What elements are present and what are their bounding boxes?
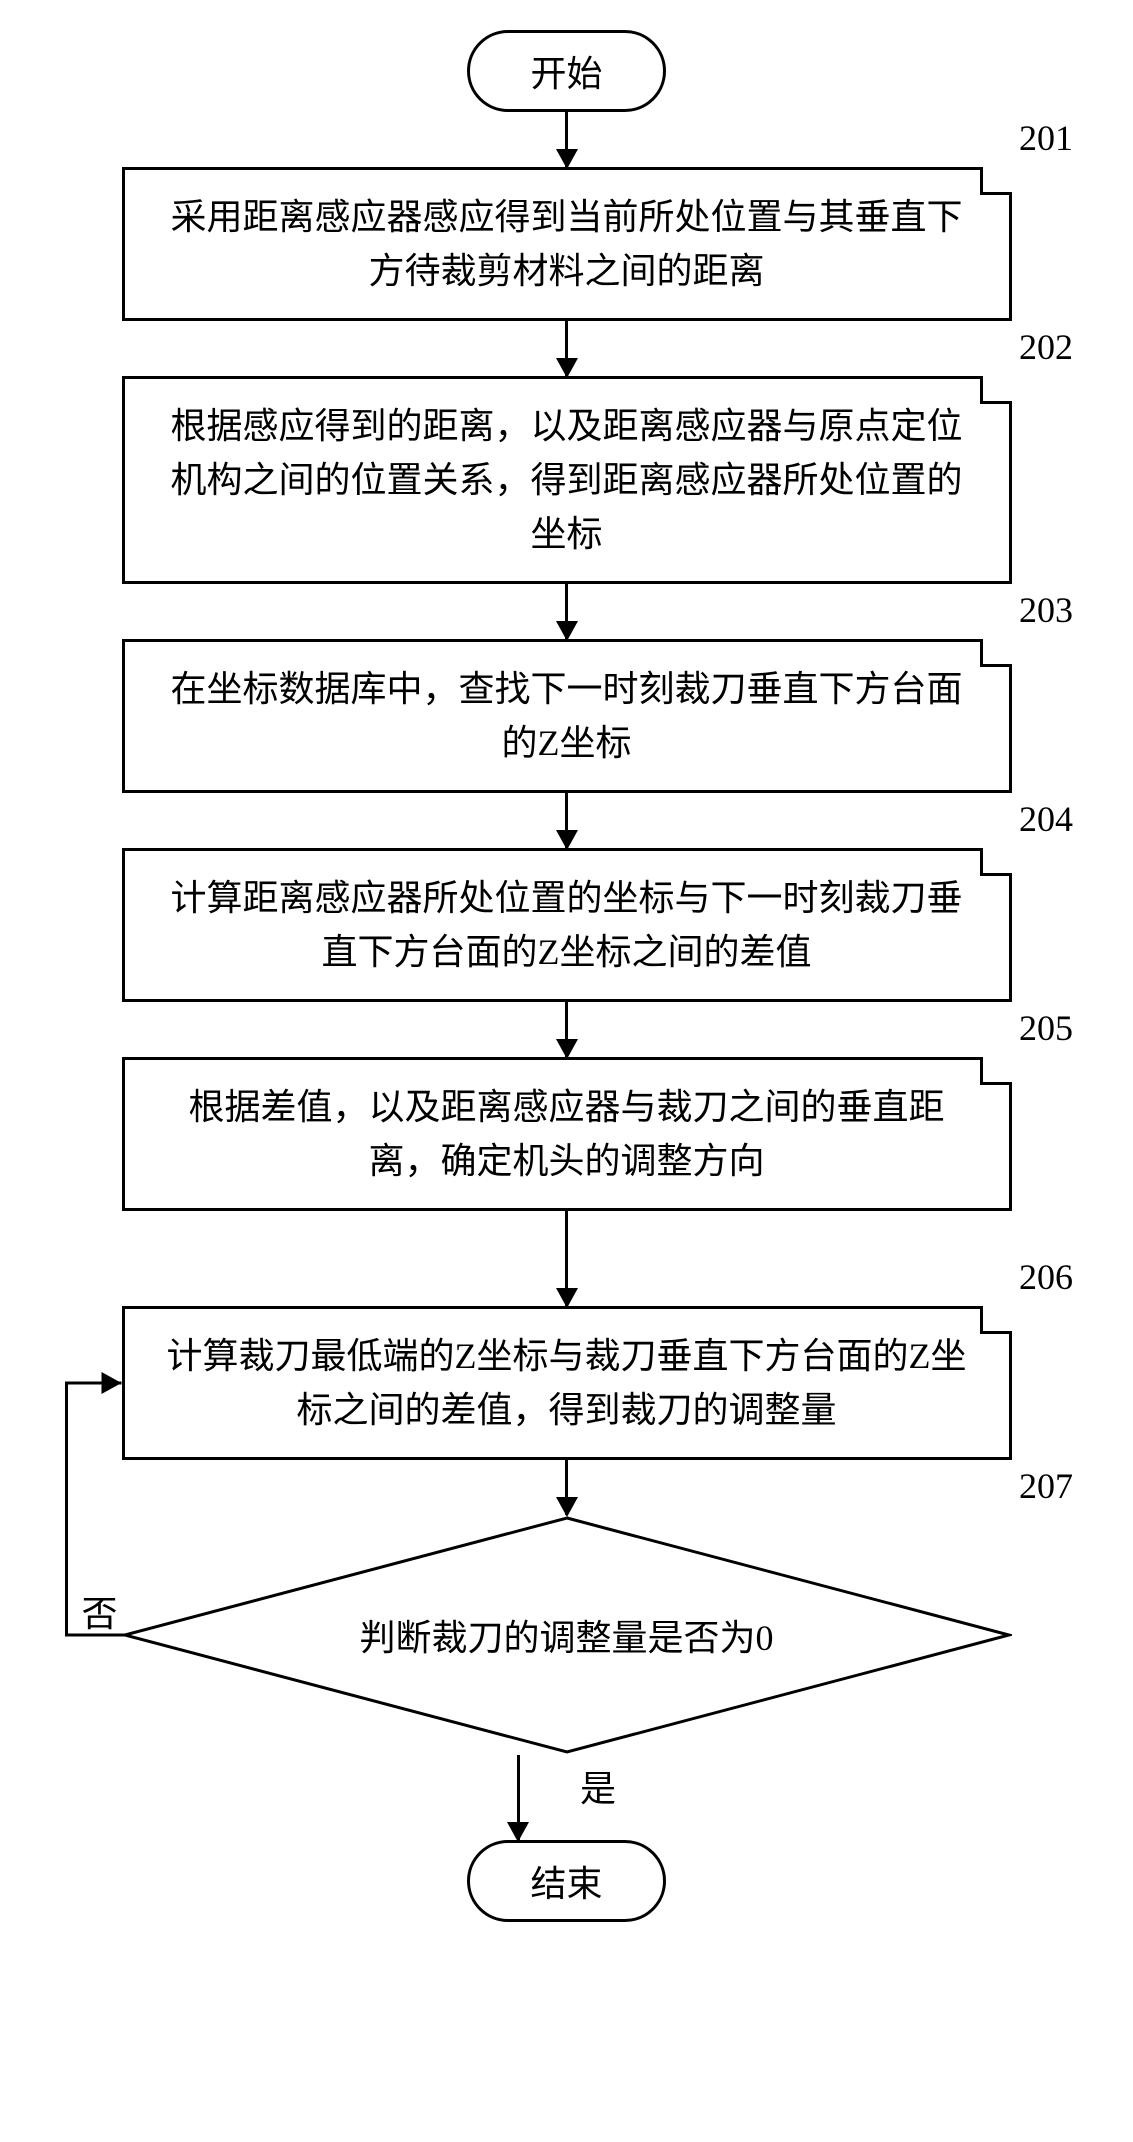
step-label: 204 [1019,798,1073,840]
step-203-wrapper: 203 在坐标数据库中，查找下一时刻裁刀垂直下方台面的Z坐标 [40,639,1093,793]
process-text: 采用距离感应器感应得到当前所处位置与其垂直下方待裁剪材料之间的距离 [170,197,962,291]
process-text: 计算距离感应器所处位置的坐标与下一时刻裁刀垂直下方台面的Z坐标之间的差值 [170,878,962,972]
process-box: 根据感应得到的距离，以及距离感应器与原点定位机构之间的位置关系，得到距离感应器所… [122,376,1012,584]
flowchart-container: 开始 201 采用距离感应器感应得到当前所处位置与其垂直下方待裁剪材料之间的距离… [40,30,1093,1922]
process-text: 计算裁刀最低端的Z坐标与裁刀垂直下方台面的Z坐标之间的差值，得到裁刀的调整量 [167,1336,967,1430]
process-box: 根据差值，以及距离感应器与裁刀之间的垂直距离，确定机头的调整方向 [122,1057,1012,1211]
notch-icon [980,376,1012,404]
yes-label: 是 [580,1760,616,1812]
step-label: 207 [1019,1465,1073,1507]
notch-icon [980,639,1012,667]
arrow-down-icon [565,112,568,167]
process-box: 在坐标数据库中，查找下一时刻裁刀垂直下方台面的Z坐标 [122,639,1012,793]
start-label: 开始 [530,54,602,94]
process-text: 根据感应得到的距离，以及距离感应器与原点定位机构之间的位置关系，得到距离感应器所… [170,406,962,554]
notch-icon [980,1057,1012,1085]
process-box: 计算距离感应器所处位置的坐标与下一时刻裁刀垂直下方台面的Z坐标之间的差值 [122,848,1012,1002]
step-204-wrapper: 204 计算距离感应器所处位置的坐标与下一时刻裁刀垂直下方台面的Z坐标之间的差值 [40,848,1093,1002]
notch-icon [980,848,1012,876]
arrow-down-icon [517,1755,520,1840]
arrow-down-icon [565,584,568,639]
process-box: 采用距离感应器感应得到当前所处位置与其垂直下方待裁剪材料之间的距离 [122,167,1012,321]
end-terminal: 结束 [467,1840,665,1922]
end-label: 结束 [530,1864,602,1904]
step-205-wrapper: 205 根据差值，以及距离感应器与裁刀之间的垂直距离，确定机头的调整方向 [40,1057,1093,1211]
step-206-wrapper: 206 计算裁刀最低端的Z坐标与裁刀垂直下方台面的Z坐标之间的差值，得到裁刀的调… [40,1306,1093,1460]
arrow-down-icon [565,1002,568,1057]
process-box: 计算裁刀最低端的Z坐标与裁刀垂直下方台面的Z坐标之间的差值，得到裁刀的调整量 [122,1306,1012,1460]
process-text: 根据差值，以及距离感应器与裁刀之间的垂直距离，确定机头的调整方向 [188,1087,944,1181]
notch-icon [980,1306,1012,1334]
step-label: 202 [1019,326,1073,368]
arrow-down-icon [565,1211,568,1306]
no-label: 否 [82,1585,118,1637]
arrow-down-icon [565,1460,568,1515]
arrow-down-icon [565,793,568,848]
step-label: 206 [1019,1256,1073,1298]
decision-text: 判断裁刀的调整量是否为0 [359,1609,773,1661]
decision-207-wrapper: 207 判断裁刀的调整量是否为0 [40,1515,1093,1755]
step-201-wrapper: 201 采用距离感应器感应得到当前所处位置与其垂直下方待裁剪材料之间的距离 [40,167,1093,321]
step-202-wrapper: 202 根据感应得到的距离，以及距离感应器与原点定位机构之间的位置关系，得到距离… [40,376,1093,584]
step-label: 205 [1019,1007,1073,1049]
start-terminal: 开始 [467,30,665,112]
step-label: 201 [1019,117,1073,159]
decision-box: 判断裁刀的调整量是否为0 [122,1515,1012,1755]
arrow-down-icon [565,321,568,376]
notch-icon [980,167,1012,195]
process-text: 在坐标数据库中，查找下一时刻裁刀垂直下方台面的Z坐标 [170,669,962,763]
step-label: 203 [1019,589,1073,631]
